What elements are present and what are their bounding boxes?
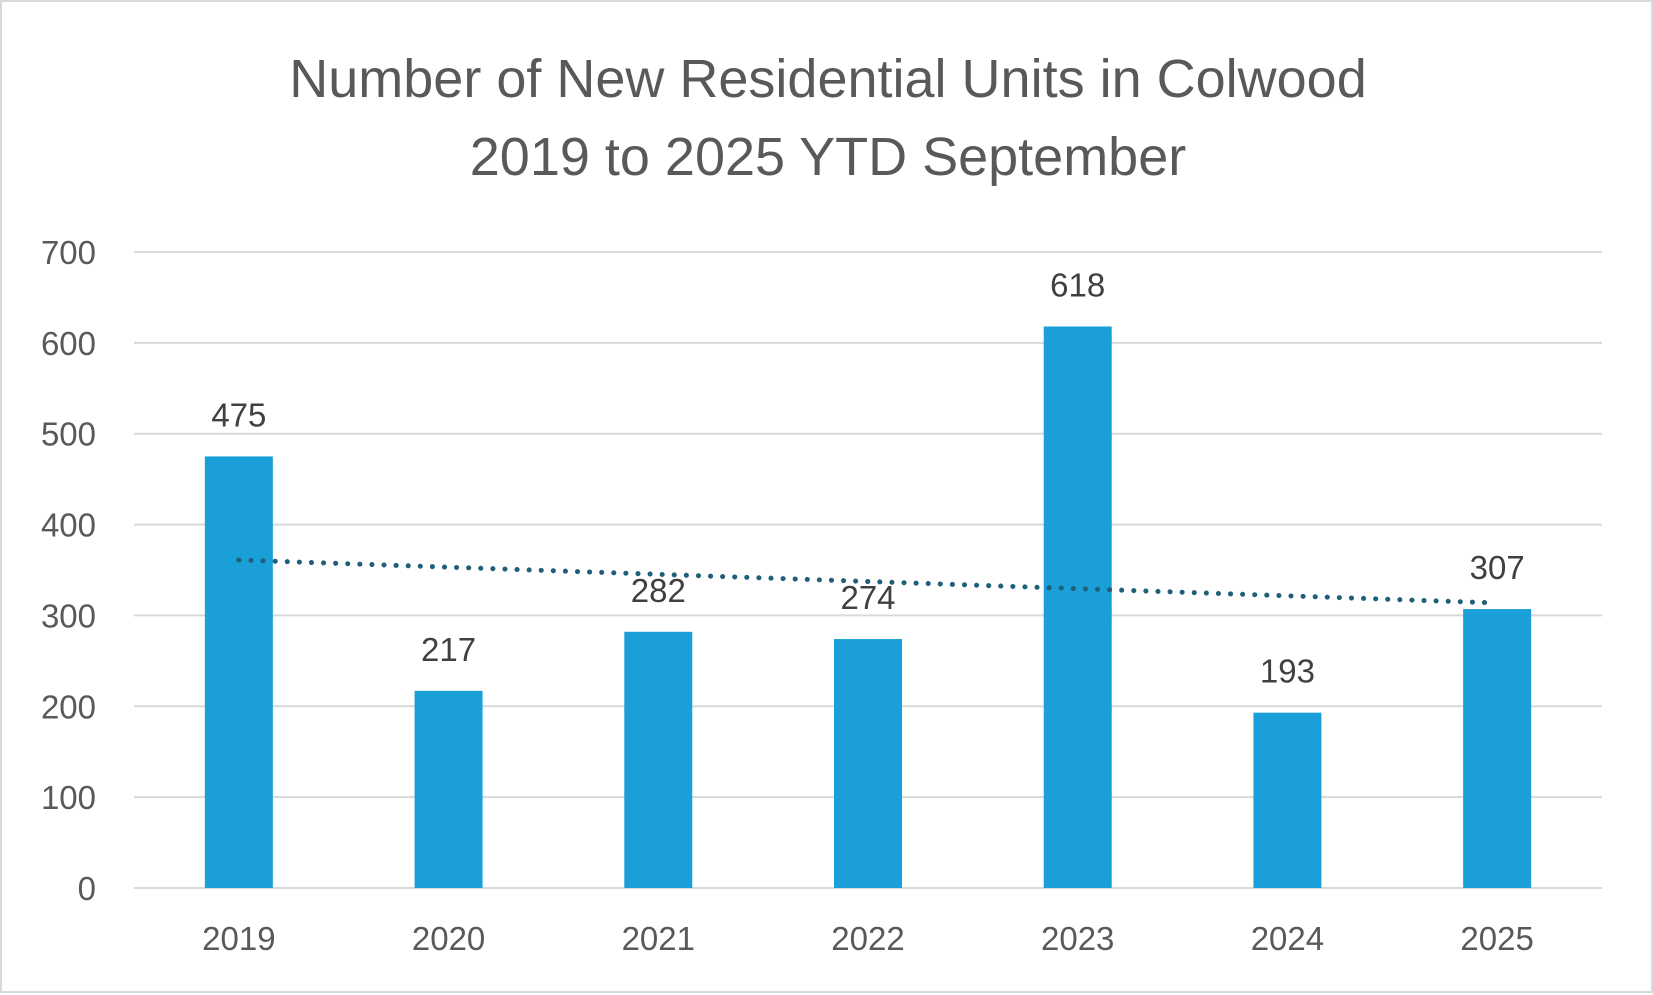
y-tick-label: 200 (41, 688, 96, 725)
x-tick-label-2022: 2022 (831, 920, 904, 957)
chart-title: Number of New Residential Units in Colwo… (289, 49, 1366, 109)
bar-2025 (1463, 609, 1532, 888)
bar-2021 (624, 631, 693, 888)
data-label-2024: 193 (1260, 653, 1315, 690)
y-tick-label: 500 (41, 416, 96, 453)
bars (204, 326, 1532, 888)
trendline-layer (236, 557, 1492, 606)
data-labels: 475 217 282 274 618 193 307 (211, 267, 1524, 690)
y-tick-label: 0 (78, 870, 96, 907)
bar-2020 (414, 690, 483, 888)
x-tick-label-2021: 2021 (622, 920, 695, 957)
trendline (236, 557, 1492, 606)
data-label-2023: 618 (1050, 267, 1105, 304)
chart-subtitle: 2019 to 2025 YTD September (470, 127, 1186, 187)
x-tick-label-2025: 2025 (1460, 920, 1533, 957)
data-label-2021: 282 (631, 572, 686, 609)
bar-2023 (1043, 326, 1112, 888)
x-tick-label-2019: 2019 (202, 920, 275, 957)
data-label-2025: 307 (1470, 549, 1525, 586)
y-tick-label: 700 (41, 234, 96, 271)
x-tick-label-2023: 2023 (1041, 920, 1114, 957)
data-label-2019: 475 (211, 396, 266, 433)
y-axis-tick-labels: 0 100 200 300 400 500 600 700 (41, 234, 96, 907)
data-label-2020: 217 (421, 631, 476, 668)
bar-2019 (204, 456, 273, 888)
x-axis-tick-labels: 2019 2020 2021 2022 2023 2024 2025 (202, 920, 1534, 957)
bar-2022 (834, 639, 902, 888)
data-label-2022: 274 (840, 579, 895, 616)
y-tick-label: 300 (41, 597, 96, 634)
y-tick-label: 400 (41, 507, 96, 544)
y-tick-label: 600 (41, 325, 96, 362)
x-tick-label-2024: 2024 (1251, 920, 1324, 957)
bar-2024 (1253, 712, 1322, 888)
x-tick-label-2020: 2020 (412, 920, 485, 957)
y-tick-label: 100 (41, 779, 96, 816)
